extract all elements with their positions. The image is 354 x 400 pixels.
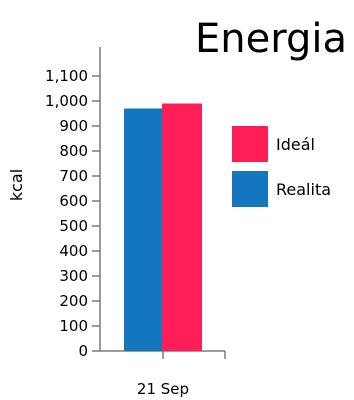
chart-title: Energia	[195, 16, 347, 62]
bar-realita-0	[124, 108, 164, 351]
legend: Ideál Realita	[232, 126, 331, 207]
legend-label: Realita	[276, 180, 331, 199]
y-tick-group: 0 100 200 300 400 500 600 700 800 900 1,000 1,100	[45, 67, 100, 360]
y-tick-label: 700	[59, 167, 88, 185]
y-tick-label: 1,000	[45, 92, 88, 110]
y-tick-label: 900	[59, 117, 88, 135]
y-tick-label: 800	[59, 142, 88, 160]
y-tick-label: 200	[59, 292, 88, 310]
legend-label: Ideál	[276, 135, 315, 154]
bar-group	[124, 103, 202, 351]
y-tick-label: 600	[59, 192, 88, 210]
y-tick-label: 300	[59, 267, 88, 285]
y-tick-label: 100	[59, 317, 88, 335]
legend-swatch	[232, 126, 268, 162]
x-tick-group: 21 Sep	[137, 351, 189, 398]
y-axis-title: kcal	[7, 169, 26, 201]
y-tick-label: 0	[78, 342, 88, 360]
x-tick-label: 21 Sep	[137, 380, 189, 398]
y-tick-label: 400	[59, 242, 88, 260]
bar-ide-l-0	[162, 103, 202, 351]
y-tick-label: 500	[59, 217, 88, 235]
legend-swatch	[232, 171, 268, 207]
y-tick-label: 1,100	[45, 67, 88, 85]
